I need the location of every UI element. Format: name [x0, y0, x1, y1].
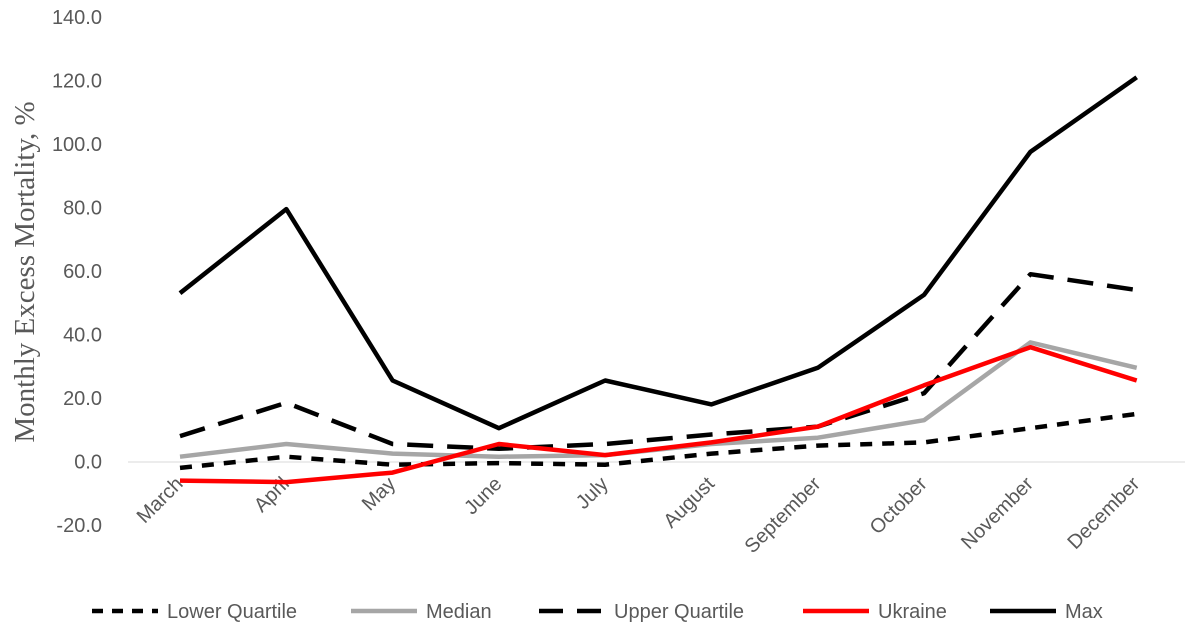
y-tick-label: 0.0	[74, 452, 102, 474]
y-tick-label: 100.0	[52, 134, 102, 156]
legend-item: Max	[990, 601, 1103, 623]
series-line-lower-quartile	[179, 411, 1137, 471]
y-tick-label: 20.0	[63, 388, 102, 410]
x-tick-label: August	[659, 473, 719, 533]
legend-item: Ukraine	[803, 601, 947, 623]
y-tick-label: 140.0	[52, 7, 102, 29]
legend-label: Max	[1065, 601, 1103, 623]
y-tick-label: 120.0	[52, 71, 102, 93]
x-tick-label: May	[358, 473, 400, 515]
x-tick-label: December	[1063, 473, 1144, 554]
x-tick-label: July	[572, 473, 613, 514]
x-tick-label: September	[741, 473, 826, 558]
legend-label: Upper Quartile	[614, 601, 744, 623]
x-tick-label: March	[133, 473, 188, 528]
legend-label: Lower Quartile	[167, 601, 297, 623]
series-line-upper-quartile	[179, 271, 1138, 452]
legend-label: Ukraine	[878, 601, 947, 623]
legend-label: Median	[426, 601, 492, 623]
x-tick-label: June	[460, 473, 506, 519]
series-line-max	[178, 75, 1138, 431]
x-tick-label: November	[957, 473, 1038, 554]
series-line-ukraine	[179, 344, 1138, 485]
y-tick-label: 80.0	[63, 198, 102, 220]
y-tick-label: 60.0	[63, 261, 102, 283]
y-tick-label: -20.0	[56, 515, 102, 537]
x-tick-label: October	[866, 473, 932, 539]
y-tick-label: 40.0	[63, 325, 102, 347]
y-axis-label: Monthly Excess Mortality, %	[9, 101, 41, 442]
legend-item: Upper Quartile	[539, 601, 744, 623]
legend-item: Median	[351, 601, 492, 623]
legend-item: Lower Quartile	[92, 601, 297, 623]
